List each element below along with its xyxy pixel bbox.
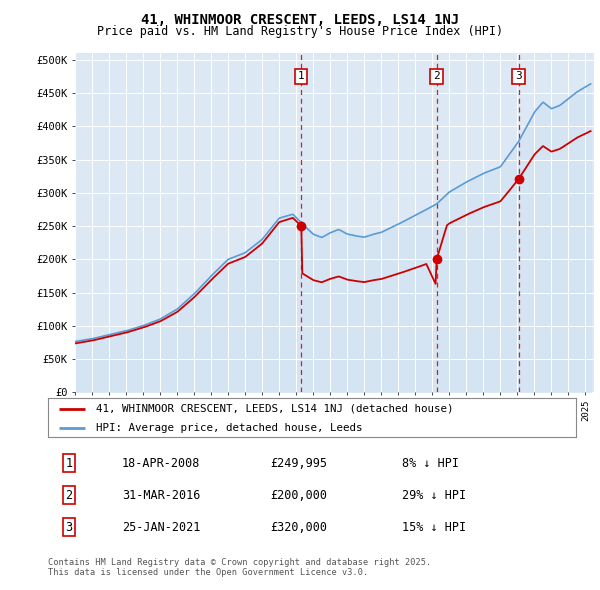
- Text: 41, WHINMOOR CRESCENT, LEEDS, LS14 1NJ: 41, WHINMOOR CRESCENT, LEEDS, LS14 1NJ: [141, 13, 459, 27]
- Text: 2: 2: [433, 71, 440, 81]
- Text: 8% ↓ HPI: 8% ↓ HPI: [402, 457, 459, 470]
- Text: £249,995: £249,995: [270, 457, 327, 470]
- Text: 25-JAN-2021: 25-JAN-2021: [122, 520, 200, 534]
- Text: 3: 3: [515, 71, 522, 81]
- Text: 1: 1: [65, 457, 73, 470]
- Text: Price paid vs. HM Land Registry's House Price Index (HPI): Price paid vs. HM Land Registry's House …: [97, 25, 503, 38]
- Text: 3: 3: [65, 520, 73, 534]
- Text: £320,000: £320,000: [270, 520, 327, 534]
- Text: 1: 1: [298, 71, 305, 81]
- Text: £200,000: £200,000: [270, 489, 327, 502]
- Text: 15% ↓ HPI: 15% ↓ HPI: [402, 520, 466, 534]
- Text: 31-MAR-2016: 31-MAR-2016: [122, 489, 200, 502]
- Text: HPI: Average price, detached house, Leeds: HPI: Average price, detached house, Leed…: [95, 423, 362, 433]
- Text: 29% ↓ HPI: 29% ↓ HPI: [402, 489, 466, 502]
- Text: 2: 2: [65, 489, 73, 502]
- Text: 18-APR-2008: 18-APR-2008: [122, 457, 200, 470]
- Text: Contains HM Land Registry data © Crown copyright and database right 2025.
This d: Contains HM Land Registry data © Crown c…: [48, 558, 431, 577]
- Text: 41, WHINMOOR CRESCENT, LEEDS, LS14 1NJ (detached house): 41, WHINMOOR CRESCENT, LEEDS, LS14 1NJ (…: [95, 404, 453, 414]
